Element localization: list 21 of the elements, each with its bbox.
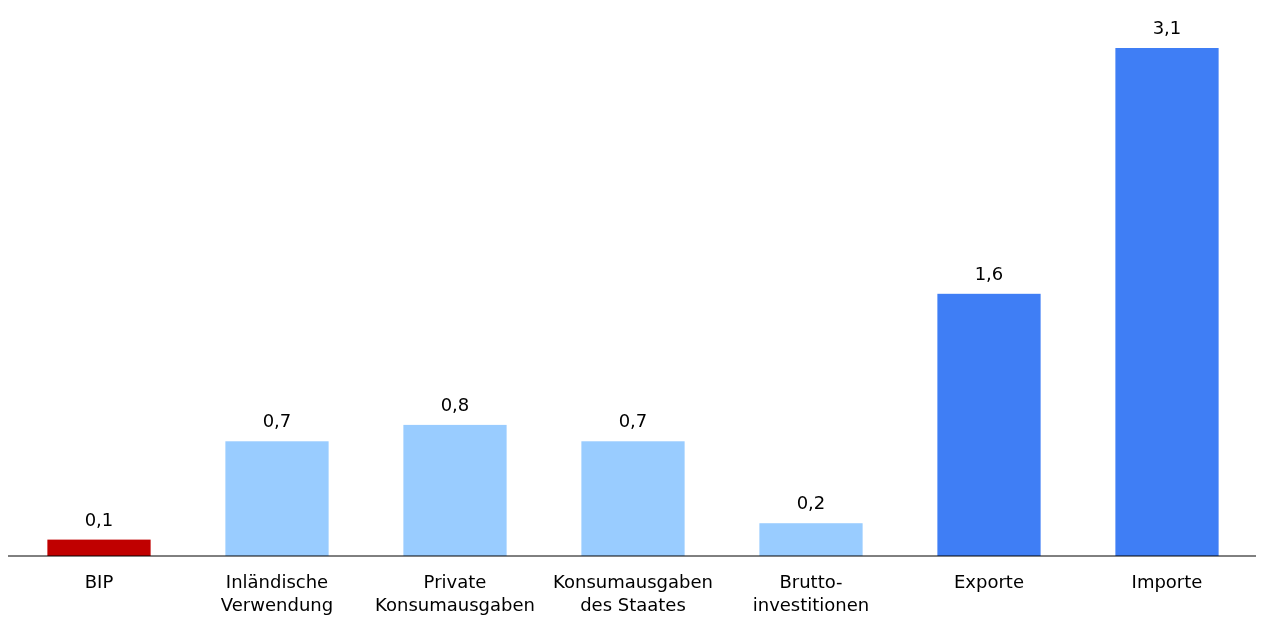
data-label: 0,8 <box>440 393 470 415</box>
x-tick-label: Brutto-investitionen <box>752 571 870 615</box>
data-label: 1,6 <box>974 262 1004 284</box>
bar <box>759 523 863 556</box>
data-label: 0,1 <box>84 508 114 530</box>
bar <box>47 539 151 556</box>
bar <box>581 441 685 556</box>
x-tick-label: Importe <box>1131 571 1203 592</box>
x-tick-label: BIP <box>84 571 114 592</box>
bar <box>403 424 507 556</box>
x-tick-label: Private Konsumausgaben <box>375 571 535 615</box>
x-tick-label: Inländische Verwendung <box>220 571 334 615</box>
data-label: 0,7 <box>262 410 292 432</box>
data-label: 0,2 <box>796 492 826 514</box>
x-tick-label: Konsumausgaben des Staates <box>553 571 713 615</box>
bar <box>225 441 329 556</box>
bar <box>937 293 1041 556</box>
data-label: 0,7 <box>618 410 648 432</box>
x-tick-label: Exporte <box>954 571 1024 592</box>
bar <box>1115 48 1219 556</box>
data-label: 3,1 <box>1152 17 1182 38</box>
